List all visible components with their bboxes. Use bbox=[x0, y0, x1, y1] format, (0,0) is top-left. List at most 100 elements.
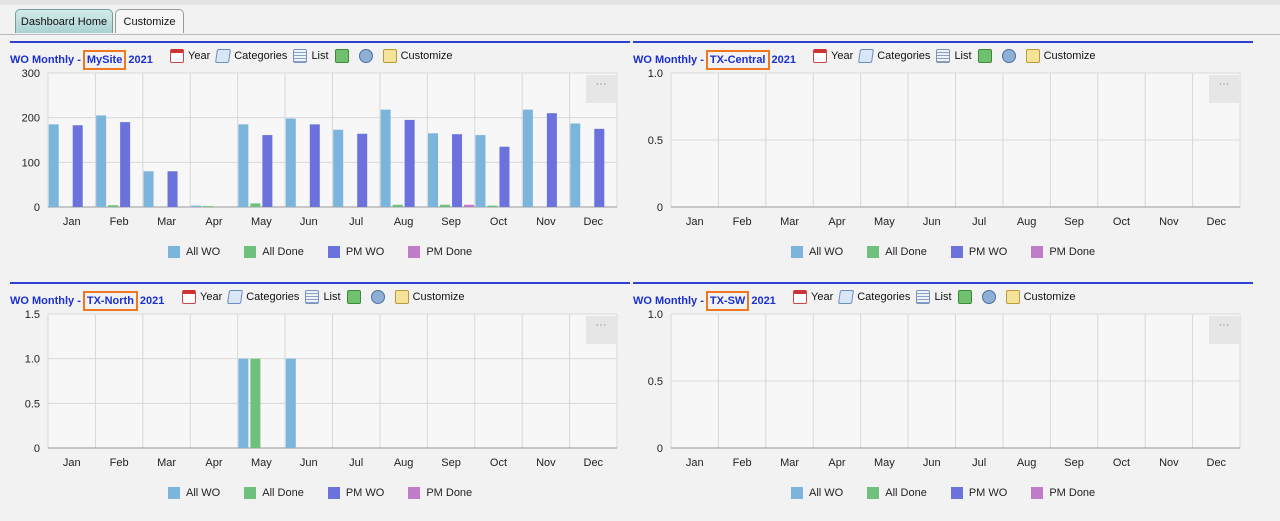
legend-item-pm-wo[interactable]: PM WO bbox=[950, 487, 1007, 499]
site-name-highlight[interactable]: TX-Central bbox=[705, 50, 770, 70]
bar-pm-wo[interactable] bbox=[72, 125, 83, 207]
refresh-button[interactable] bbox=[358, 49, 377, 63]
legend-swatch bbox=[244, 246, 257, 258]
legend-label: All WO bbox=[809, 487, 844, 499]
bar-all-wo[interactable] bbox=[285, 118, 296, 207]
bar-pm-wo[interactable] bbox=[546, 113, 557, 207]
list-icon bbox=[293, 49, 308, 63]
bar-pm-wo[interactable] bbox=[167, 171, 178, 207]
site-name-highlight[interactable]: TX-North bbox=[82, 291, 138, 311]
bar-pm-wo[interactable] bbox=[120, 122, 131, 207]
bar-all-done[interactable] bbox=[250, 358, 261, 448]
expand-button[interactable] bbox=[977, 49, 996, 63]
legend-item-pm-wo[interactable]: PM WO bbox=[327, 246, 385, 258]
bar-all-wo[interactable] bbox=[285, 358, 296, 448]
bar-pm-wo[interactable] bbox=[499, 146, 510, 207]
site-name-highlight[interactable]: MySite bbox=[82, 50, 127, 70]
chart-menu-button[interactable]: ··· bbox=[586, 75, 616, 103]
year-button[interactable]: Year bbox=[182, 290, 222, 304]
bar-all-wo[interactable] bbox=[48, 124, 59, 207]
bar-all-done[interactable] bbox=[250, 203, 261, 207]
legend-swatch bbox=[1031, 487, 1044, 499]
expand-button[interactable] bbox=[334, 49, 353, 63]
bar-pm-wo[interactable] bbox=[594, 128, 605, 207]
year-button[interactable]: Year bbox=[793, 290, 833, 304]
customize-button[interactable]: Customize bbox=[1005, 290, 1076, 304]
legend-item-all-done[interactable]: All Done bbox=[867, 487, 927, 499]
year-button[interactable]: Year bbox=[813, 49, 853, 63]
bar-all-wo[interactable] bbox=[333, 129, 344, 207]
bar-pm-wo[interactable] bbox=[262, 135, 273, 207]
legend-item-pm-done[interactable]: PM Done bbox=[1031, 487, 1095, 499]
bar-all-wo[interactable] bbox=[380, 109, 391, 207]
title-prefix: WO Monthly - bbox=[633, 295, 704, 307]
bar-all-wo[interactable] bbox=[143, 171, 154, 207]
customize-button[interactable]: Customize bbox=[382, 49, 453, 63]
categories-button[interactable]: Categories bbox=[858, 49, 930, 63]
bar-pm-wo[interactable] bbox=[452, 134, 463, 207]
tab-customize[interactable]: Customize bbox=[115, 9, 184, 33]
legend-item-pm-done[interactable]: PM Done bbox=[408, 487, 472, 499]
legend-item-all-wo[interactable]: All WO bbox=[168, 487, 220, 499]
list-button[interactable]: List bbox=[293, 49, 329, 63]
bar-all-wo[interactable] bbox=[96, 115, 107, 207]
expand-button[interactable] bbox=[957, 290, 976, 304]
legend-swatch bbox=[327, 487, 340, 499]
x-tick-label: May bbox=[251, 216, 272, 228]
x-tick-label: May bbox=[874, 457, 895, 469]
categories-button[interactable]: Categories bbox=[215, 49, 287, 63]
bar-all-wo[interactable] bbox=[190, 205, 201, 207]
legend-item-all-done[interactable]: All Done bbox=[244, 246, 304, 258]
bar-all-done[interactable] bbox=[108, 205, 119, 207]
legend-item-pm-wo[interactable]: PM WO bbox=[950, 246, 1007, 258]
customize-icon bbox=[394, 290, 409, 304]
customize-button[interactable]: Customize bbox=[1025, 49, 1096, 63]
legend-item-all-wo[interactable]: All WO bbox=[791, 487, 843, 499]
x-tick-label: Jan bbox=[63, 457, 81, 469]
refresh-button[interactable] bbox=[1001, 49, 1020, 63]
legend-item-pm-done[interactable]: PM Done bbox=[408, 246, 472, 258]
x-tick-label: Jun bbox=[300, 457, 318, 469]
x-tick-label: Dec bbox=[584, 216, 604, 228]
refresh-button[interactable] bbox=[370, 290, 389, 304]
list-button[interactable]: List bbox=[305, 290, 341, 304]
customize-button[interactable]: Customize bbox=[394, 290, 465, 304]
legend-item-pm-done[interactable]: PM Done bbox=[1031, 246, 1095, 258]
chart-menu-button[interactable]: ··· bbox=[1209, 316, 1239, 344]
bar-all-wo[interactable] bbox=[238, 124, 249, 207]
bar-pm-done[interactable] bbox=[464, 204, 475, 207]
refresh-icon bbox=[981, 290, 996, 304]
legend-label: PM WO bbox=[345, 246, 385, 258]
bar-all-wo[interactable] bbox=[238, 358, 249, 448]
categories-button[interactable]: Categories bbox=[838, 290, 910, 304]
legend-item-pm-wo[interactable]: PM WO bbox=[327, 487, 384, 499]
bar-pm-wo[interactable] bbox=[357, 133, 368, 207]
legend-item-all-wo[interactable]: All WO bbox=[168, 246, 220, 258]
legend-item-all-done[interactable]: All Done bbox=[244, 487, 304, 499]
bar-all-wo[interactable] bbox=[522, 109, 533, 207]
list-button[interactable]: List bbox=[916, 290, 952, 304]
year-button[interactable]: Year bbox=[170, 49, 210, 63]
bar-pm-wo[interactable] bbox=[309, 124, 320, 207]
chart-menu-button[interactable]: ··· bbox=[586, 316, 616, 344]
bar-all-done[interactable] bbox=[487, 205, 498, 207]
legend-item-all-wo[interactable]: All WO bbox=[791, 246, 843, 258]
expand-button[interactable] bbox=[346, 290, 365, 304]
tab-dashboard-home[interactable]: Dashboard Home bbox=[15, 9, 113, 33]
legend-item-all-done[interactable]: All Done bbox=[867, 246, 927, 258]
bar-all-wo[interactable] bbox=[475, 135, 486, 207]
chart-menu-button[interactable]: ··· bbox=[1209, 75, 1239, 103]
bar-chart: 0 0.5 1.0 1.5 Jan Feb Mar Apr May Jun Jul Aug Sep Oct… bbox=[25, 309, 618, 469]
bar-all-wo[interactable] bbox=[570, 123, 581, 207]
panel-title: WO Monthly - TX-Central 2021 bbox=[633, 50, 796, 70]
bar-all-done[interactable] bbox=[440, 204, 451, 207]
site-name-highlight[interactable]: TX-SW bbox=[705, 291, 750, 311]
bar-all-wo[interactable] bbox=[428, 133, 439, 207]
bar-all-done[interactable] bbox=[202, 206, 213, 207]
bar-all-done[interactable] bbox=[392, 204, 403, 207]
bar-pm-wo[interactable] bbox=[404, 119, 415, 207]
refresh-button[interactable] bbox=[981, 290, 1000, 304]
list-button[interactable]: List bbox=[936, 49, 972, 63]
title-prefix: WO Monthly - bbox=[633, 54, 704, 66]
categories-button[interactable]: Categories bbox=[227, 290, 299, 304]
